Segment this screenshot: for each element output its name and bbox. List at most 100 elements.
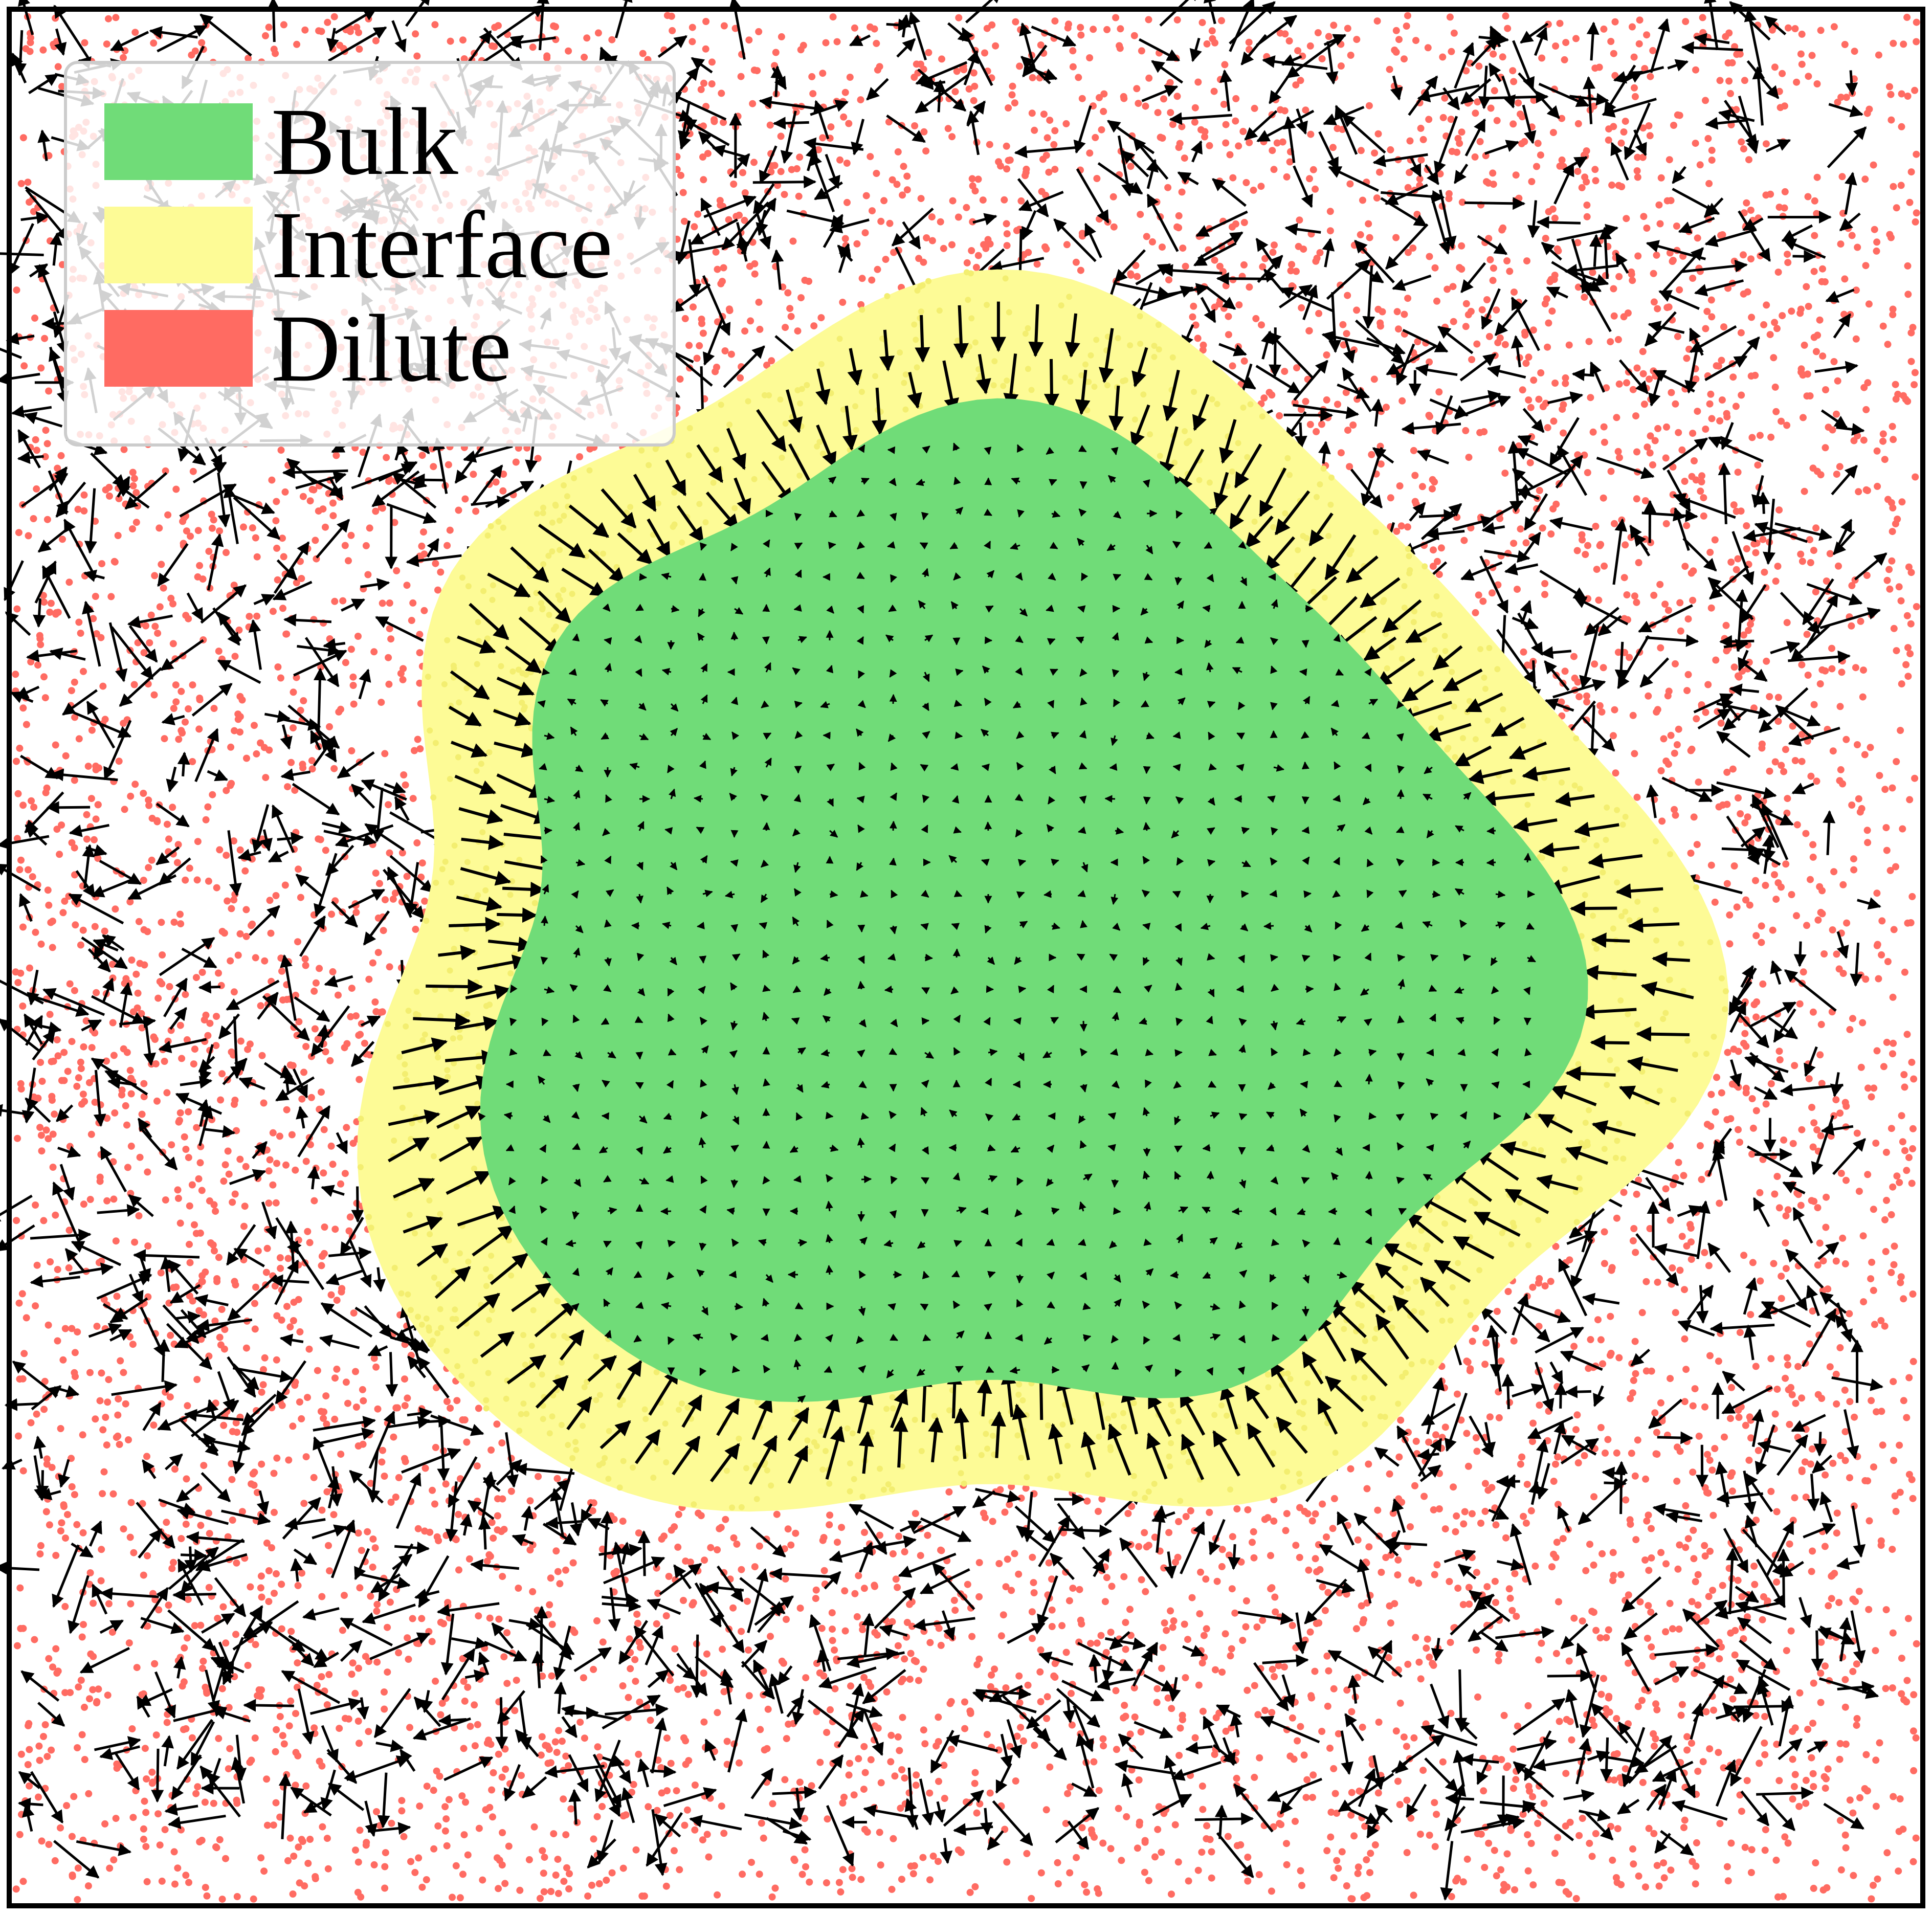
dilute-particle xyxy=(191,1045,198,1053)
dilute-particle xyxy=(1121,1702,1128,1709)
dilute-particle xyxy=(1235,301,1243,309)
dilute-particle xyxy=(1822,1662,1829,1670)
dilute-particle xyxy=(766,121,774,129)
dilute-particle xyxy=(447,37,454,45)
dilute-particle xyxy=(1275,1662,1282,1669)
dilute-particle xyxy=(1601,438,1608,446)
dilute-particle xyxy=(1711,536,1719,544)
dilute-particle xyxy=(1717,719,1725,727)
dilute-particle xyxy=(1805,1075,1813,1083)
dilute-particle xyxy=(1838,669,1846,676)
dilute-particle xyxy=(1778,1295,1785,1302)
dilute-particle xyxy=(1906,198,1914,206)
dilute-particle xyxy=(797,294,805,302)
dilute-particle xyxy=(29,873,36,881)
dilute-particle xyxy=(741,189,749,196)
dilute-particle xyxy=(1450,1483,1457,1491)
dilute-particle xyxy=(628,1789,635,1796)
dilute-particle xyxy=(1857,1063,1865,1071)
dilute-particle xyxy=(252,1283,259,1291)
dilute-particle xyxy=(486,1614,494,1622)
dilute-particle xyxy=(257,1510,264,1518)
dilute-particle xyxy=(1872,1756,1880,1764)
dilute-particle xyxy=(465,1555,473,1563)
dilute-particle xyxy=(1667,731,1675,739)
dilute-particle xyxy=(974,252,982,259)
dilute-particle xyxy=(1903,1698,1911,1706)
dilute-particle xyxy=(494,1854,501,1862)
dilute-particle xyxy=(1673,741,1681,748)
dilute-particle xyxy=(134,989,142,997)
dilute-particle xyxy=(1626,654,1633,661)
dilute-particle xyxy=(1893,647,1900,655)
dilute-particle xyxy=(1117,25,1124,33)
dilute-particle xyxy=(127,792,135,800)
dilute-particle xyxy=(18,1290,26,1298)
dilute-particle xyxy=(144,1168,151,1176)
dilute-particle xyxy=(1654,1278,1661,1286)
dilute-particle xyxy=(663,12,671,19)
dilute-particle xyxy=(1268,391,1276,399)
dilute-particle xyxy=(657,1764,665,1771)
dilute-particle xyxy=(1337,40,1345,48)
dilute-particle xyxy=(1873,942,1881,949)
dilute-particle xyxy=(54,464,61,472)
dilute-particle xyxy=(1870,1084,1878,1092)
dilute-particle xyxy=(1565,1657,1573,1665)
dilute-particle xyxy=(1261,255,1269,262)
dilute-particle xyxy=(287,759,295,766)
dilute-particle xyxy=(1512,171,1520,179)
dilute-particle xyxy=(373,1600,381,1608)
dilute-particle xyxy=(342,659,349,666)
dilute-particle xyxy=(188,1734,196,1742)
dilute-particle xyxy=(373,1608,381,1615)
dilute-particle xyxy=(1405,249,1412,256)
dilute-particle xyxy=(1357,147,1365,154)
dilute-particle xyxy=(1898,90,1905,98)
dilute-particle xyxy=(30,208,37,215)
dilute-particle xyxy=(367,1592,374,1600)
dilute-particle xyxy=(19,801,27,809)
dilute-particle xyxy=(125,1639,133,1647)
dilute-particle xyxy=(721,347,729,354)
dilute-particle xyxy=(199,1657,207,1665)
dilute-particle xyxy=(80,491,88,499)
dilute-particle xyxy=(1788,1391,1796,1398)
dilute-particle xyxy=(1583,202,1591,209)
dilute-particle xyxy=(500,471,507,478)
dilute-particle xyxy=(539,1847,546,1855)
dilute-particle xyxy=(1090,1758,1098,1766)
dilute-particle xyxy=(871,1582,878,1589)
dilute-particle xyxy=(1354,1869,1362,1877)
dilute-particle xyxy=(1676,1541,1683,1549)
dilute-particle xyxy=(1548,307,1556,315)
dilute-particle xyxy=(1636,16,1644,24)
dilute-particle xyxy=(691,1826,699,1834)
dilute-particle xyxy=(251,722,258,729)
dilute-particle xyxy=(1277,1821,1285,1829)
dilute-particle xyxy=(57,1824,64,1832)
dilute-particle xyxy=(240,1222,248,1230)
dilute-particle xyxy=(1674,332,1681,340)
dilute-particle xyxy=(1761,1751,1769,1758)
dilute-particle xyxy=(1723,880,1731,887)
dilute-particle xyxy=(1681,1398,1689,1406)
dilute-particle xyxy=(1639,370,1647,377)
dilute-particle xyxy=(143,1775,150,1783)
dilute-particle xyxy=(673,1787,680,1795)
dilute-particle xyxy=(1783,619,1791,627)
dilute-particle xyxy=(48,1746,55,1754)
dilute-particle xyxy=(318,1673,325,1681)
dilute-particle xyxy=(1403,1849,1411,1856)
dilute-particle xyxy=(97,634,105,641)
dilute-particle xyxy=(1702,325,1709,332)
dilute-particle xyxy=(398,1797,406,1805)
dilute-particle xyxy=(71,678,78,686)
dilute-particle xyxy=(1713,1074,1720,1081)
dilute-particle xyxy=(1860,666,1867,674)
dilute-particle xyxy=(1684,671,1692,678)
dilute-particle xyxy=(1288,261,1296,269)
dilute-particle xyxy=(593,1813,601,1820)
dilute-particle xyxy=(381,1863,389,1871)
dilute-particle xyxy=(140,790,147,797)
